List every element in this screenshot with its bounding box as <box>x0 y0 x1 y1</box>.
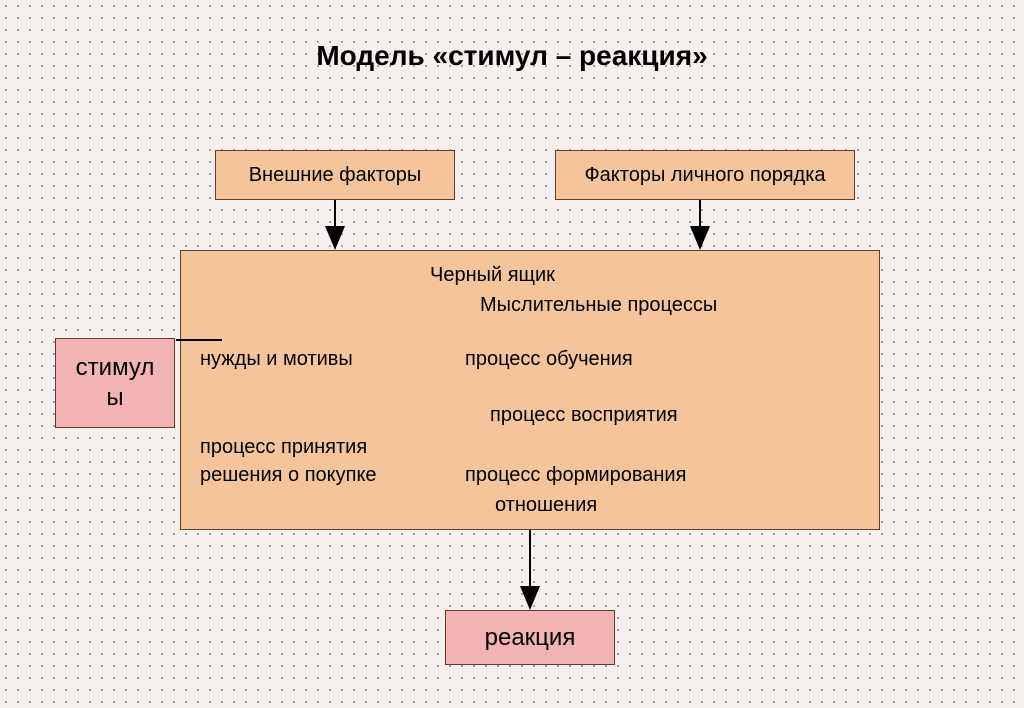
box-stimuli: стимул ы <box>55 338 175 428</box>
box-external-label: Внешние факторы <box>249 164 422 187</box>
box-stimuli-label: стимул ы <box>76 353 155 413</box>
blackbox-text-1: Мыслительные процессы <box>480 294 717 317</box>
blackbox-text-4: процесс восприятия <box>490 404 678 427</box>
blackbox-text-2: нужды и мотивы <box>200 348 353 371</box>
blackbox-text-8: отношения <box>495 494 597 517</box>
box-reaction: реакция <box>445 610 615 665</box>
blackbox-text-6: решения о покупке <box>200 464 377 487</box>
box-external-factors: Внешние факторы <box>215 150 455 200</box>
box-blackbox <box>180 250 880 530</box>
diagram-title: Модель «стимул – реакция» <box>0 40 1024 72</box>
box-personal-label: Факторы личного порядка <box>584 164 825 187</box>
box-reaction-label: реакция <box>485 624 576 652</box>
box-personal-factors: Факторы личного порядка <box>555 150 855 200</box>
blackbox-text-5: процесс принятия <box>200 436 367 459</box>
blackbox-text-0: Черный ящик <box>430 264 555 287</box>
diagram-stage: Модель «стимул – реакция» Внешние фактор… <box>0 0 1024 708</box>
blackbox-text-3: процесс обучения <box>465 348 633 371</box>
blackbox-text-7: процесс формирования <box>465 464 686 487</box>
